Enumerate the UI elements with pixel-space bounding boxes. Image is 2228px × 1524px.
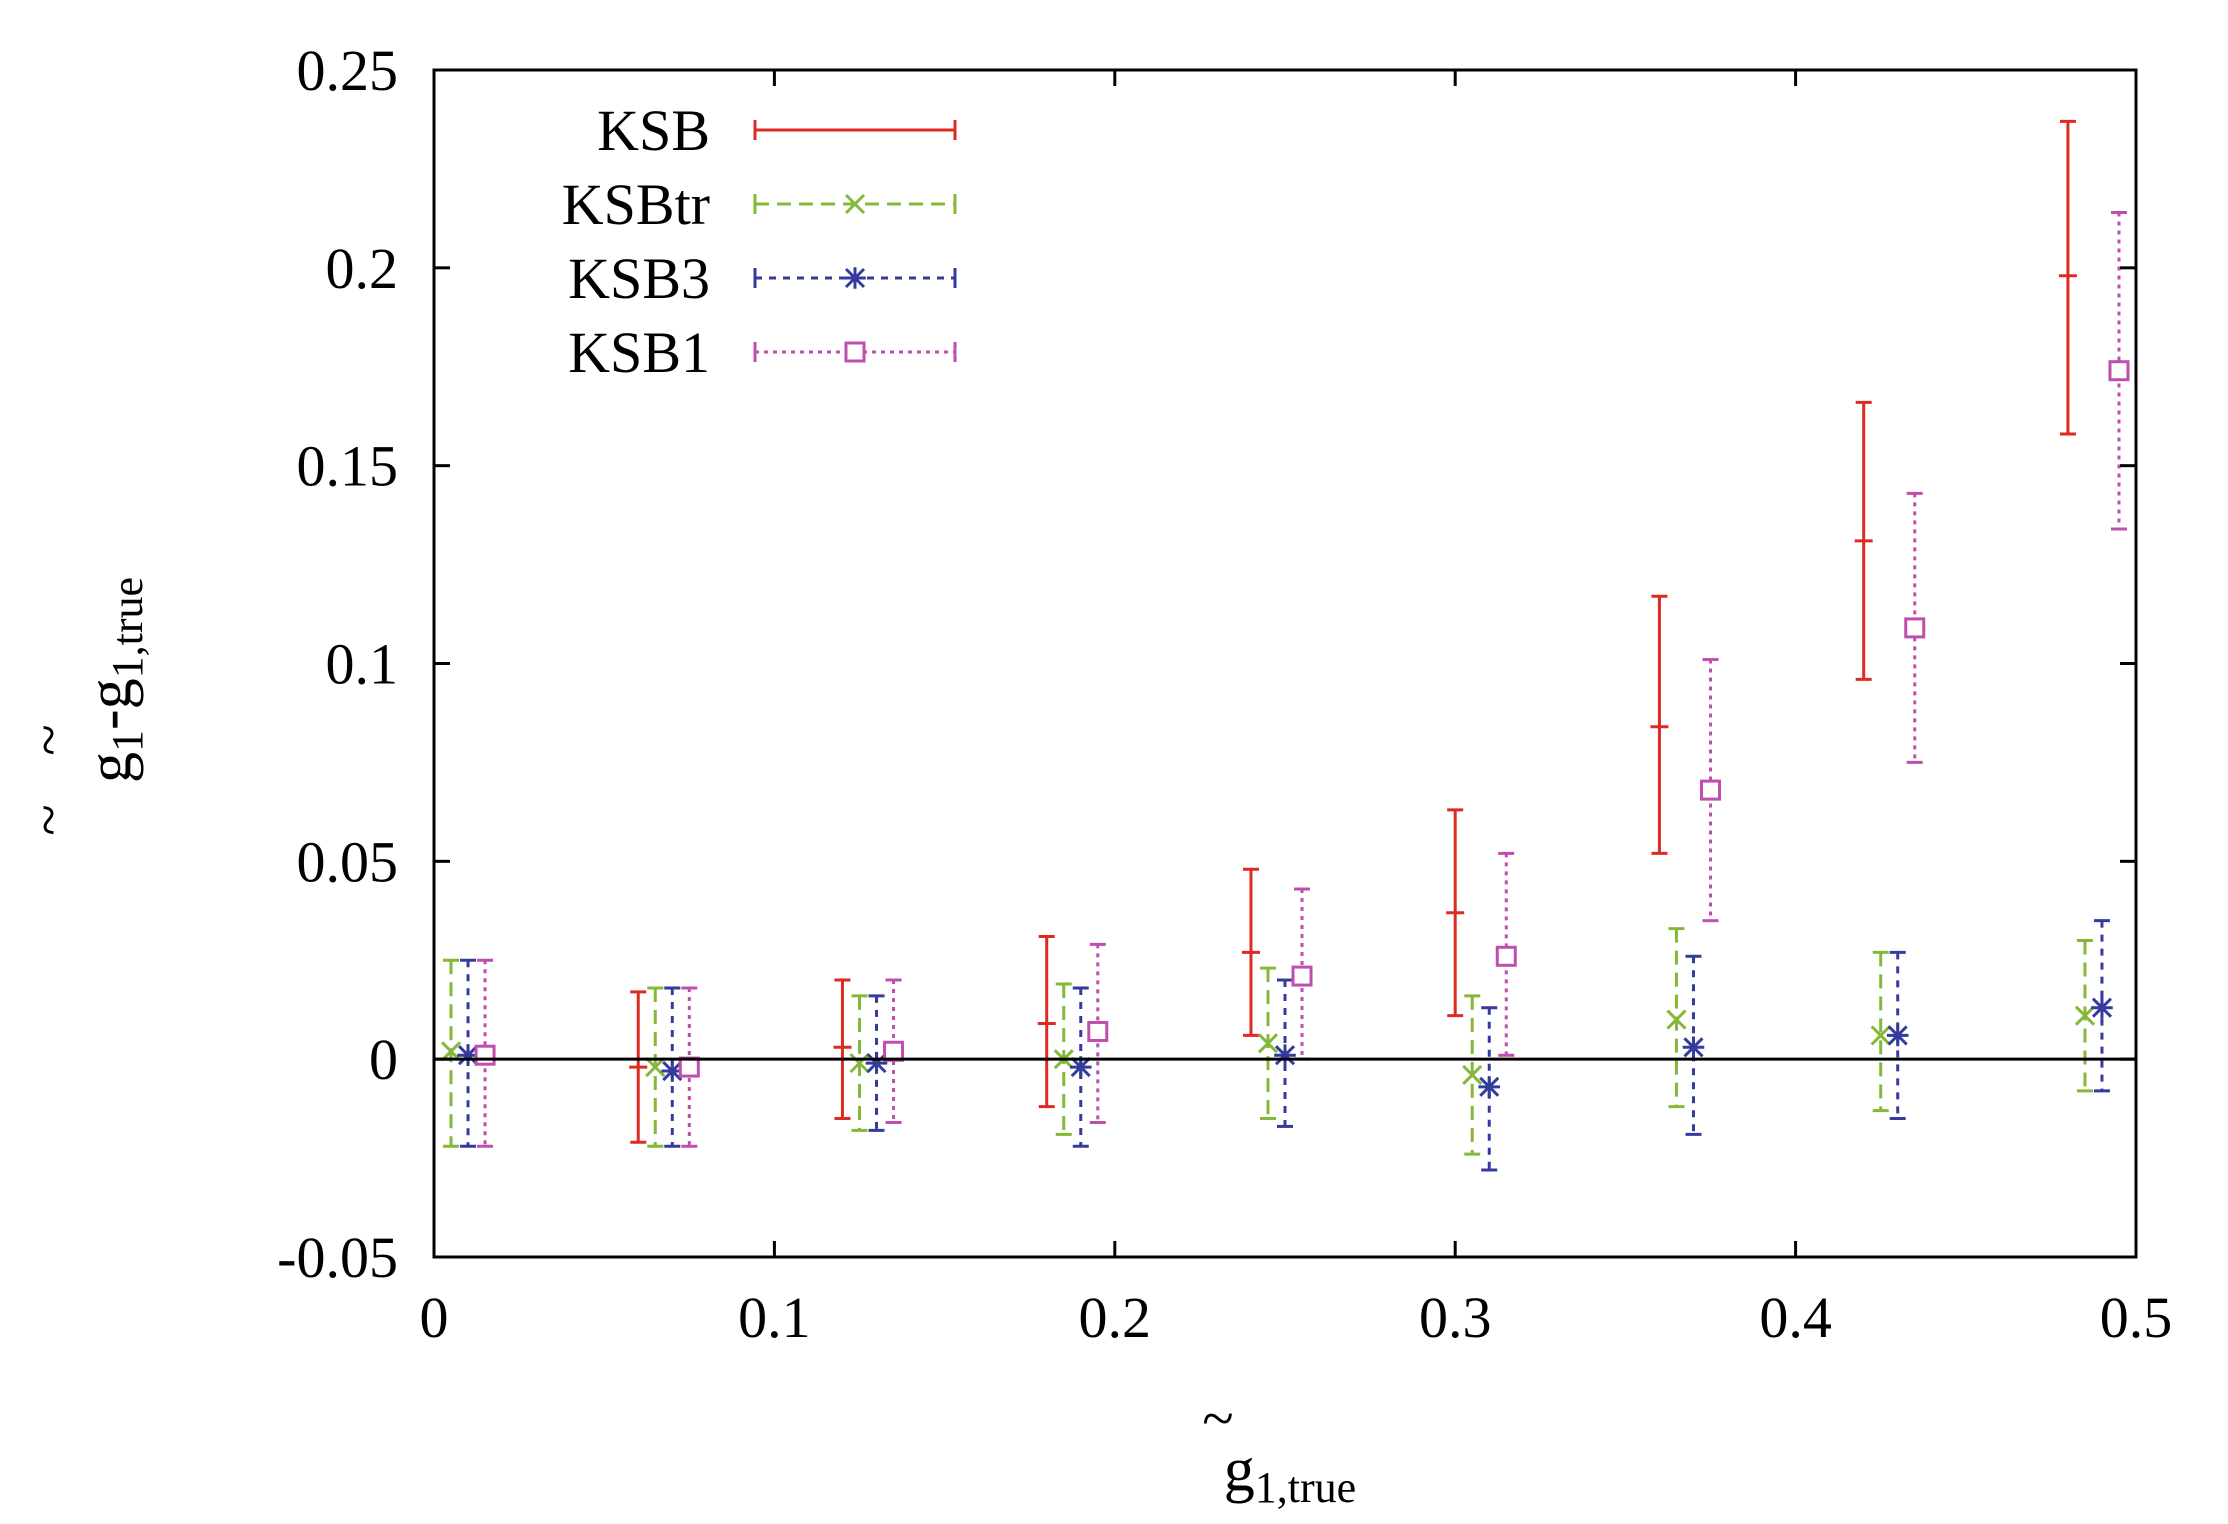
x-axis-label: g1,true [1224,1436,1356,1512]
data-point [2074,1005,2096,1026]
x-tick-label: 0.2 [1079,1285,1152,1350]
data-point [645,1057,666,1078]
y-tick-label: 0.05 [297,829,399,894]
y-axis-label-sub2: 1,true [103,577,152,678]
data-point [1087,1020,1109,1042]
data-point [1886,1024,1909,1047]
data-point [1291,965,1313,987]
y-tick-label: 0 [369,1027,398,1092]
data-point [1495,945,1517,967]
x-axis-label-base: g [1224,1436,1255,1504]
legend-item-ksb1: KSB1 [568,320,957,385]
legend-marker [844,341,866,363]
legend: KSB KSBtr KSB3 KSB1 [562,98,957,385]
data-point [1870,1025,1891,1046]
data-point [678,1056,700,1078]
legend-marker [844,193,866,215]
legend-marker [844,267,866,289]
data-point [1069,1056,1092,1078]
data-point [474,1044,496,1066]
data-point [849,1053,870,1074]
legend-label: KSB3 [568,246,710,311]
series-ksbtr [440,927,2096,1156]
chart-marks [440,119,2130,1172]
y-tick-label: 0.15 [297,434,399,499]
y-axis-label-sep: - [76,709,144,730]
y-tick-label: 0.25 [297,38,399,103]
data-point [865,1052,888,1074]
x-tick-label: 0.4 [1759,1285,1832,1350]
series-ksb [629,119,2077,1144]
data-point [661,1060,684,1082]
data-point [1274,1044,1296,1067]
y-axis-label-tilde2: ~ [16,724,81,755]
y-tick-label: 0.2 [326,236,399,301]
data-point [1666,1009,1687,1030]
x-tick-label: 0.5 [2100,1285,2173,1350]
data-point [1478,1076,1501,1098]
data-point [1257,1033,1279,1054]
legend-item-ksb3: KSB3 [568,246,957,311]
x-axis-label-tilde: ~ [1202,1386,1233,1451]
y-tick-label: 0.1 [326,632,399,697]
y-axis-label-sub1: 1 [103,730,152,752]
legend-label: KSB1 [568,320,710,385]
x-tick-label: 0 [420,1285,449,1350]
y-axis-label-tilde1: ~ [16,804,81,835]
data-point [1904,617,1926,639]
y-axis-label-base1: g [76,752,144,783]
y-axis-label: g1-g1,true [76,577,152,783]
x-axis-label-sub: 1,true [1255,1463,1356,1512]
legend-label: KSB [597,98,710,163]
y-axis-label-base2: g [76,678,144,709]
x-tick-label: 0.3 [1419,1285,1492,1350]
data-point [2108,360,2130,382]
series-ksb3 [457,919,2113,1172]
y-tick-label: -0.05 [277,1225,398,1290]
data-point [1700,779,1721,801]
data-point [1682,1036,1705,1059]
x-tick-label: 0.1 [738,1285,811,1350]
data-point [883,1040,905,1062]
data-point [2091,996,2113,1019]
legend-item-ksb: KSB [597,98,957,163]
legend-item-ksbtr: KSBtr [562,172,957,237]
data-point [1462,1064,1483,1086]
legend-label: KSBtr [562,172,710,237]
axis-ticks: 0 0.1 0.2 0.3 0.4 0.5 -0.05 0 0.05 0.1 0.15 0.2 0.25 [277,38,2172,1350]
data-point [457,1044,479,1067]
data-point [440,1041,462,1062]
series-ksb1 [474,210,2130,1148]
